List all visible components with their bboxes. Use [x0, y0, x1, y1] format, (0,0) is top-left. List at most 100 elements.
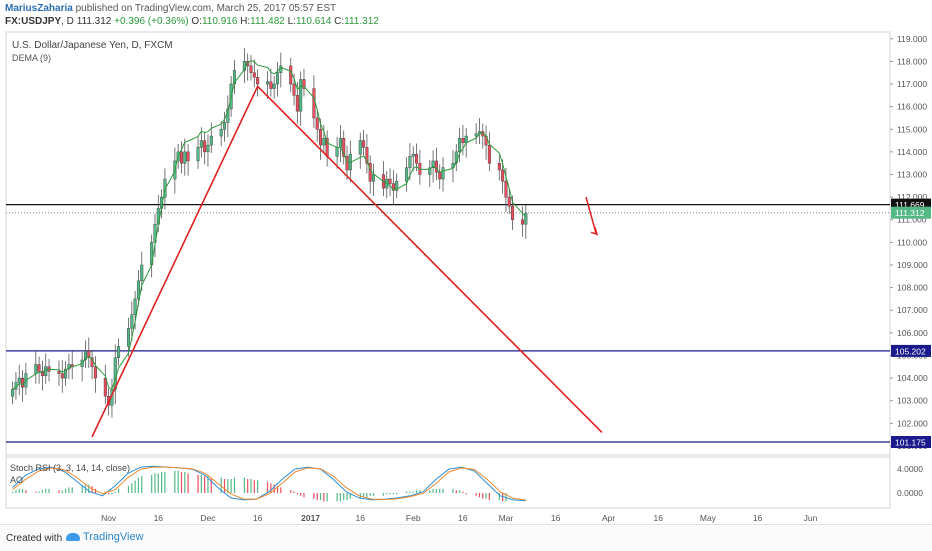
tradingview-cloud-icon	[66, 533, 80, 542]
candle-body	[17, 377, 21, 383]
x-tick-label: 16	[458, 513, 468, 523]
y-tick-label: 104.000	[897, 373, 928, 383]
candle-body	[289, 65, 293, 85]
candle-body	[372, 174, 376, 182]
indicator-pane	[5, 456, 891, 509]
candle-body	[487, 144, 491, 164]
candle-body	[395, 181, 399, 191]
candle-body	[292, 83, 296, 96]
candle-body	[358, 140, 362, 155]
candle-body	[11, 389, 15, 397]
y-tick-label: 107.000	[897, 305, 928, 315]
stoch-k-line	[12, 465, 526, 502]
candle-body	[117, 346, 121, 358]
candle-body	[186, 151, 190, 162]
created-with: Created with	[6, 533, 63, 544]
price-change: +0.396 (+0.36%)	[114, 16, 189, 27]
candle-body	[434, 160, 438, 173]
candle-body	[520, 219, 524, 225]
price-label-text: 111.312	[895, 208, 925, 218]
price-label-box	[891, 206, 931, 219]
candle-body	[315, 117, 319, 130]
dema-label[interactable]: DEMA (9)	[12, 53, 52, 63]
candle-body	[60, 373, 64, 379]
candle-body	[511, 205, 515, 220]
y-tick-label: 119.000	[897, 34, 927, 44]
price-chart[interactable]: 119.000 118.000 117.000 116.000 115.000 114.0…	[0, 0, 932, 524]
author-link[interactable]: MariusZaharia	[5, 3, 73, 14]
candle-body	[40, 371, 44, 377]
candle-body	[183, 151, 187, 164]
candle-body	[312, 88, 316, 119]
published-text: published on TradingView.com, March 25, …	[72, 3, 337, 14]
candle-body	[179, 151, 183, 164]
stoch-rsi-label[interactable]: Stoch RSI (3, 3, 14, 14, close)	[10, 463, 131, 473]
candle-body	[461, 138, 465, 144]
price-label-box	[891, 344, 931, 357]
candle-body	[133, 298, 137, 315]
candle-body	[266, 81, 270, 85]
x-tick-label: 2017	[301, 513, 320, 523]
x-tick-label: 16	[356, 513, 366, 523]
candle-body	[206, 144, 210, 153]
candle-body	[295, 95, 299, 112]
candle-body	[64, 368, 68, 379]
candle-body	[249, 65, 253, 73]
candle-body	[87, 350, 91, 358]
candle-body	[57, 371, 61, 374]
high-value: 111.482	[250, 16, 285, 27]
candle-body	[299, 79, 303, 112]
price-pane	[5, 31, 891, 456]
down-arrow-icon	[585, 196, 597, 234]
candle-body	[269, 81, 273, 89]
candle-body	[223, 122, 227, 130]
footer: Created with TradingView	[0, 524, 932, 551]
candle-body	[93, 366, 97, 379]
candle-body	[136, 280, 140, 300]
tradingview-logo[interactable]: TradingView	[66, 531, 144, 543]
x-tick-label: Dec	[200, 513, 216, 523]
dema-line	[12, 60, 527, 390]
x-tick-label: 16	[551, 513, 561, 523]
candle-body	[362, 140, 366, 148]
candle-body	[272, 83, 276, 89]
candle-body	[405, 167, 409, 182]
candle-body	[408, 156, 412, 168]
last-price: 111.312	[76, 16, 112, 27]
y-tick-label: 111.000	[897, 215, 927, 225]
candle-body	[127, 328, 131, 347]
chart-header: MariusZaharia published on TradingView.c…	[0, 0, 932, 30]
candle-body	[37, 364, 41, 372]
candle-body	[338, 138, 342, 148]
indicator-tick-label: 4.0000	[897, 464, 923, 474]
candle-body	[474, 133, 478, 137]
symbol[interactable]: FX:USDJPY	[5, 16, 62, 27]
x-tick-label: Mar	[499, 513, 514, 523]
candle-body	[497, 162, 501, 171]
candle-body	[322, 138, 326, 146]
y-tick-label: 106.000	[897, 328, 928, 338]
candle-body	[203, 140, 207, 153]
candle-body	[44, 366, 48, 377]
close-value: 111.312	[344, 16, 379, 27]
x-tick-label: 16	[253, 513, 263, 523]
candle-body	[415, 153, 419, 164]
indicator-tick-label: 0.0000	[897, 488, 923, 498]
stoch-d-line	[12, 466, 526, 501]
y-tick-label: 117.000	[897, 79, 927, 89]
low-value: 110.614	[295, 16, 332, 27]
candle-body	[67, 364, 71, 370]
candle-body	[458, 138, 462, 153]
y-tick-label: 103.000	[897, 396, 928, 406]
arrow-head-icon	[590, 227, 599, 236]
trend-line	[91, 85, 259, 438]
ao-label[interactable]: AO	[10, 475, 24, 485]
candle-body	[441, 167, 445, 180]
candle-body	[219, 129, 223, 137]
publish-info: MariusZaharia published on TradingView.c…	[5, 3, 336, 14]
candle-body	[365, 147, 369, 164]
price-label-text: 101.175	[895, 437, 926, 447]
price-label-text: 111.669	[895, 200, 925, 210]
candle-body	[256, 77, 260, 85]
candle-body	[428, 167, 432, 175]
